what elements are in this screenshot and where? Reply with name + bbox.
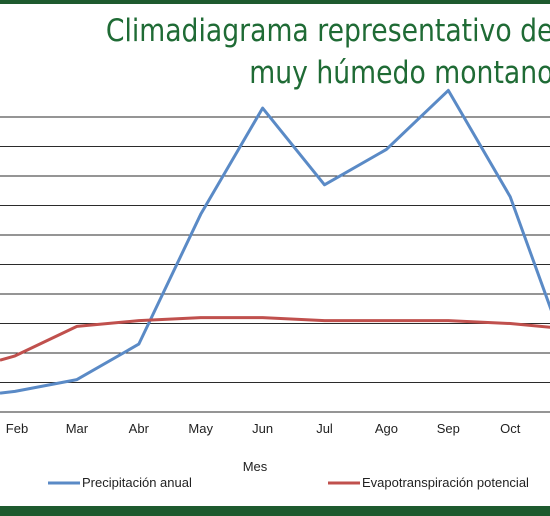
x-tick-label: Feb bbox=[6, 421, 28, 436]
legend-label: Evapotranspiración potencial bbox=[362, 475, 529, 490]
x-tick-label: Mar bbox=[66, 421, 89, 436]
chart-title-line-2: muy húmedo montano bbox=[249, 55, 550, 91]
x-tick-label: Sep bbox=[437, 421, 460, 436]
chart-series bbox=[0, 88, 550, 395]
series-line-precipitacion bbox=[0, 88, 550, 395]
chart-legend: Precipitación anual Evapotranspiración po… bbox=[48, 475, 529, 490]
x-tick-label: Abr bbox=[129, 421, 150, 436]
x-tick-label: Oct bbox=[500, 421, 521, 436]
x-tick-label: Jul bbox=[316, 421, 333, 436]
chart-title: Climadiagrama representativo de muy húme… bbox=[77, 10, 550, 94]
x-tick-label: Ago bbox=[375, 421, 398, 436]
chart-gridlines bbox=[0, 116, 550, 413]
legend-label: Precipitación anual bbox=[82, 475, 192, 490]
x-axis-tick-labels: FebMarAbrMayJunJulAgoSepOctNov bbox=[6, 421, 521, 436]
chart-title-line-1: Climadiagrama representativo de bbox=[105, 13, 550, 49]
top-accent-bar bbox=[0, 0, 550, 4]
x-axis-label: Mes bbox=[243, 459, 268, 474]
bottom-accent-bar bbox=[0, 506, 550, 516]
x-tick-label: May bbox=[188, 421, 213, 436]
x-tick-label: Jun bbox=[252, 421, 273, 436]
